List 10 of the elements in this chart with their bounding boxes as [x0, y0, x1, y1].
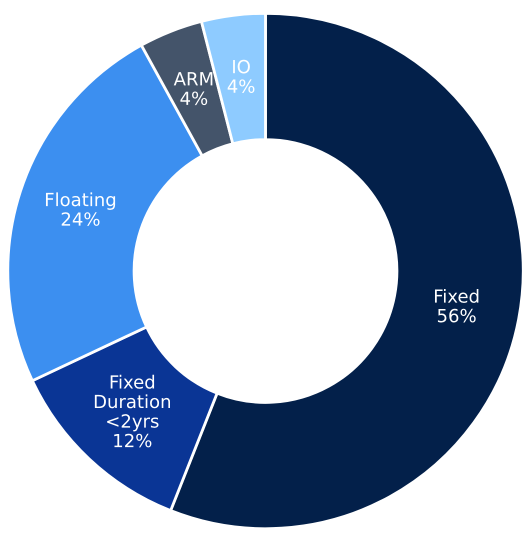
slice-label: Fixed Duration <2yrs: [94, 374, 170, 432]
data-label: 4%: [180, 91, 208, 106]
slice-label: Floating: [46, 192, 116, 210]
data-label: 24%: [62, 212, 100, 226]
slice-label: IO: [233, 60, 250, 74]
data-label: 4%: [228, 79, 254, 93]
slice-label: ARM: [174, 72, 212, 86]
slice-label: Fixed: [434, 288, 478, 303]
data-label: 56%: [438, 308, 476, 322]
data-label: 12%: [114, 434, 152, 448]
